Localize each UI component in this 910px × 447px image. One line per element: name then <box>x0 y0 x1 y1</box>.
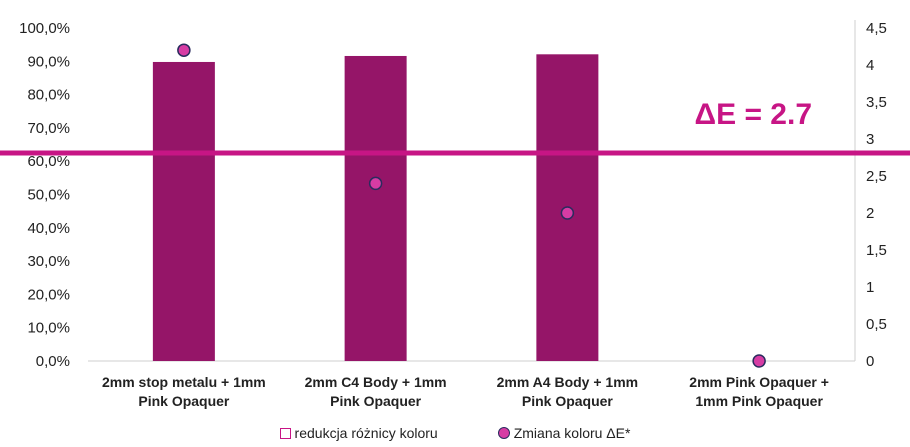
left-axis-tick: 90,0% <box>27 53 70 70</box>
right-axis-tick: 1,5 <box>866 242 887 259</box>
combo-chart: 0,0% 10,0% 20,0% 30,0% 40,0% 50,0% 60,0% 70,0% 8… <box>0 20 910 409</box>
right-axis-tick: 1 <box>866 279 874 296</box>
left-axis-tick: 80,0% <box>27 87 70 104</box>
right-axis-tick: 2,5 <box>866 168 887 185</box>
left-axis-tick: 20,0% <box>27 286 70 303</box>
left-axis-tick: 30,0% <box>27 253 70 270</box>
right-axis-tick: 2 <box>866 205 874 222</box>
right-axis-tick: 3,5 <box>866 94 887 111</box>
data-point <box>560 206 575 220</box>
left-axis-tick: 10,0% <box>27 320 70 337</box>
left-axis-tick: 60,0% <box>27 153 70 170</box>
data-point <box>177 43 191 57</box>
data-point <box>368 176 383 191</box>
category-label: 2mm Pink Opaquer + <box>689 374 829 390</box>
left-axis-tick: 40,0% <box>27 220 70 237</box>
right-axis-tick: 4 <box>866 57 874 74</box>
legend-label-bar: redukcja różnicy koloru <box>294 425 438 441</box>
category-label: Pink Opaquer <box>330 393 422 409</box>
right-axis-tick: 4,5 <box>866 20 887 37</box>
legend-item-bar: redukcja różnicy koloru <box>279 425 438 441</box>
category-label: 2mm A4 Body + 1mm <box>497 374 638 390</box>
left-axis-tick: 70,0% <box>27 120 70 137</box>
legend-item-dot: Zmiana koloru ΔE* <box>497 425 631 441</box>
left-axis-tick: 0,0% <box>36 353 70 370</box>
legend-swatch-dot <box>497 427 510 439</box>
left-axis-tick: 100,0% <box>19 20 70 37</box>
bar <box>344 55 407 362</box>
legend-label-dot: Zmiana koloru ΔE* <box>513 425 631 441</box>
right-axis-tick: 0,5 <box>866 316 887 333</box>
category-label: 2mm stop metalu + 1mm <box>102 374 266 390</box>
category-label: 2mm C4 Body + 1mm <box>305 374 447 390</box>
category-label: Pink Opaquer <box>138 393 230 409</box>
reference-line-label: ΔE = 2.7 <box>695 98 812 131</box>
bar <box>152 61 215 361</box>
category-label: Pink Opaquer <box>522 393 614 409</box>
data-point <box>752 354 766 368</box>
category-label: 1mm Pink Opaquer <box>695 393 823 409</box>
right-axis-tick: 0 <box>866 353 874 370</box>
left-axis-tick: 50,0% <box>27 187 70 204</box>
legend: redukcja różnicy koloru Zmiana koloru ΔE… <box>0 425 910 441</box>
right-axis-tick: 3 <box>866 131 874 148</box>
legend-swatch-bar <box>279 427 291 439</box>
